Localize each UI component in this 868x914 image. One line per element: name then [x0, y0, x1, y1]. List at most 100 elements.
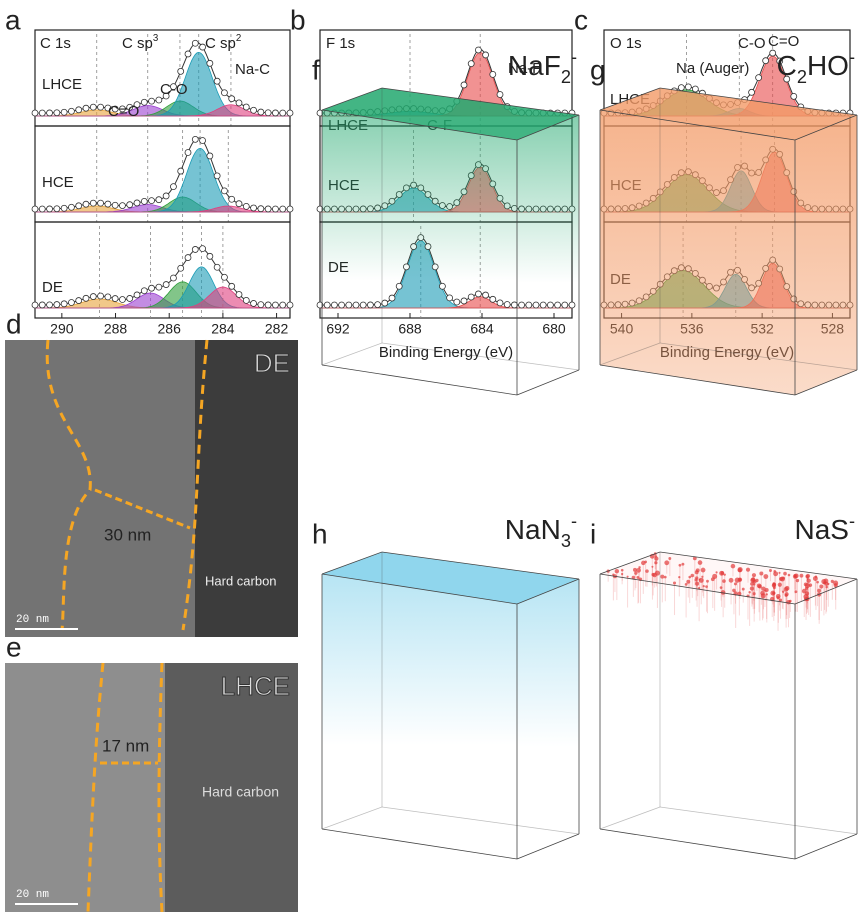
data-point [54, 110, 60, 116]
core-level: O 1s [610, 35, 642, 52]
ion-label-part: 2 [797, 67, 807, 87]
data-point [39, 206, 45, 212]
ion-label-part: NaF [508, 50, 561, 81]
ion-label-part: NaN [505, 514, 561, 545]
data-point [214, 264, 220, 270]
data-point [280, 206, 286, 212]
data-point [200, 138, 206, 144]
data-point [141, 198, 147, 204]
data-point [265, 302, 271, 308]
panel-letter: f [312, 54, 320, 85]
cube-edge [660, 807, 857, 834]
region-label: Hard carbon [205, 573, 277, 588]
data-point [287, 206, 293, 212]
cube-edge [795, 834, 857, 859]
data-point [61, 205, 67, 211]
peak-annotation: C-O [160, 81, 188, 98]
ion-label-part: - [571, 47, 577, 67]
data-point [236, 100, 242, 106]
data-point [90, 104, 96, 110]
data-point [68, 204, 74, 210]
data-point [236, 201, 242, 207]
data-point [170, 184, 176, 190]
data-point [61, 109, 67, 115]
x-tick-label: 286 [158, 321, 182, 337]
data-point [251, 107, 257, 113]
data-point [141, 288, 147, 294]
data-point [243, 203, 249, 209]
panel-letter: g [590, 54, 606, 85]
data-point [272, 302, 278, 308]
thickness-label: 17 nm [102, 736, 149, 755]
data-point [156, 284, 162, 290]
data-point [287, 110, 293, 116]
ion-label-part: 3 [561, 531, 571, 551]
data-point [468, 61, 474, 67]
panel-letter: a [5, 4, 21, 35]
data-point [251, 300, 257, 306]
data-point [192, 136, 198, 142]
data-point [200, 246, 206, 252]
peak-annotation: C=O [108, 103, 139, 120]
data-point [134, 200, 140, 206]
data-point [112, 296, 118, 302]
x-tick-label: 284 [211, 321, 235, 337]
data-point [149, 285, 155, 291]
data-point [791, 93, 797, 99]
data-point [149, 98, 155, 104]
data-point [54, 206, 60, 212]
data-point [221, 188, 227, 194]
data-point [678, 85, 684, 91]
data-point [770, 50, 776, 56]
data-point [763, 58, 769, 64]
data-point [192, 40, 198, 46]
data-point [214, 78, 220, 84]
data-point [32, 110, 38, 116]
peak-annotation: C-O [738, 35, 766, 52]
sample-label: HCE [42, 174, 74, 191]
ion-label: C2HO- [777, 47, 855, 87]
data-point [207, 253, 213, 259]
data-point [214, 173, 220, 179]
peak-annotation: Na-C [235, 61, 270, 78]
data-point [119, 203, 125, 209]
data-point [83, 295, 89, 301]
data-point [251, 205, 257, 211]
ion-label-part: - [849, 511, 855, 531]
data-point [32, 206, 38, 212]
header-right-part: C=O [768, 33, 799, 50]
data-point [185, 51, 191, 57]
data-point [185, 149, 191, 155]
sample-tag: DE [254, 348, 290, 378]
panel-letter: d [6, 308, 22, 339]
scale-label: 20 nm [16, 614, 49, 626]
panel-letter: c [574, 4, 588, 35]
data-point [163, 193, 169, 199]
ion-label-part: HO [807, 50, 849, 81]
data-point [178, 168, 184, 174]
data-point [47, 302, 53, 308]
data-point [497, 91, 503, 97]
data-point [76, 107, 82, 113]
data-point [229, 196, 235, 202]
data-point [221, 274, 227, 280]
header-right-part: C sp [205, 35, 236, 52]
data-point [280, 110, 286, 116]
data-point [149, 198, 155, 204]
ion-label-part: 2 [561, 67, 571, 87]
data-point [490, 71, 496, 77]
cube-side [517, 579, 579, 859]
data-point [280, 302, 286, 308]
data-point [287, 302, 293, 308]
data-point [185, 255, 191, 261]
data-point [105, 294, 111, 300]
data-point [756, 75, 762, 81]
ion-label-part: C [777, 50, 797, 81]
header-right-part: 2 [236, 33, 241, 44]
data-point [272, 206, 278, 212]
data-point [692, 86, 698, 92]
data-point [98, 293, 104, 299]
data-point [243, 297, 249, 303]
x-tick-label: 290 [50, 321, 74, 337]
data-point [221, 90, 227, 96]
